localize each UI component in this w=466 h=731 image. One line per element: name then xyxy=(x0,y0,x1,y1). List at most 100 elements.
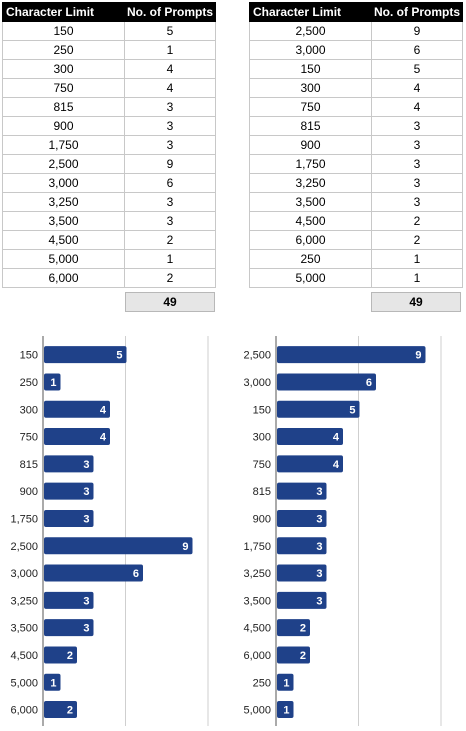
cell-no-of-prompts: 3 xyxy=(124,135,216,155)
category-tick-label: 6,000 xyxy=(10,705,38,717)
table-row: 1,750 3 xyxy=(249,154,463,174)
cell-character-limit: 3,000 xyxy=(249,40,372,60)
category-tick-label: 750 xyxy=(20,432,38,444)
cell-character-limit: 1,750 xyxy=(2,135,125,155)
bar xyxy=(277,400,360,418)
cell-character-limit: 4,500 xyxy=(2,230,125,250)
cell-no-of-prompts: 1 xyxy=(371,249,463,269)
cell-no-of-prompts: 3 xyxy=(371,116,463,136)
table-header-row: Character Limit No. of Prompts xyxy=(2,2,216,22)
bar xyxy=(277,428,343,446)
cell-no-of-prompts: 3 xyxy=(371,192,463,212)
cell-character-limit: 750 xyxy=(2,78,125,98)
cell-no-of-prompts: 1 xyxy=(124,249,216,269)
data-table-left: Character Limit No. of Prompts 150 5 250 1 3… xyxy=(2,2,216,288)
table-row: 300 4 xyxy=(2,59,216,79)
cell-no-of-prompts: 4 xyxy=(124,78,216,98)
bar xyxy=(277,673,294,691)
cell-character-limit: 3,500 xyxy=(249,192,372,212)
category-tick-label: 900 xyxy=(20,486,38,498)
table-row: 3,250 3 xyxy=(2,192,216,212)
bar-data-label: 6 xyxy=(133,568,139,580)
category-tick-label: 3,000 xyxy=(243,377,271,389)
data-table-right: Character Limit No. of Prompts 2,500 9 3,0… xyxy=(249,2,463,288)
cell-character-limit: 815 xyxy=(2,97,125,117)
bar xyxy=(44,619,94,637)
bar xyxy=(44,509,94,527)
bar-data-label: 3 xyxy=(316,486,322,498)
table-row: 150 5 xyxy=(249,59,463,79)
bar xyxy=(277,373,376,391)
cell-no-of-prompts: 2 xyxy=(371,211,463,231)
bar xyxy=(277,455,343,473)
bar xyxy=(277,564,327,582)
cell-character-limit: 2,500 xyxy=(249,21,372,41)
bar xyxy=(277,537,327,555)
category-tick-label: 815 xyxy=(20,459,38,471)
table-row: 6,000 2 xyxy=(249,230,463,250)
table-row: 3,000 6 xyxy=(249,40,463,60)
header-character-limit: Character Limit xyxy=(2,2,125,22)
cell-character-limit: 6,000 xyxy=(2,268,125,288)
category-tick-label: 5,000 xyxy=(243,705,271,717)
cell-character-limit: 3,250 xyxy=(2,192,125,212)
category-tick-label: 300 xyxy=(253,432,271,444)
bar xyxy=(44,564,143,582)
bar-data-label: 3 xyxy=(316,595,322,607)
table-row: 6,000 2 xyxy=(2,268,216,288)
cell-character-limit: 150 xyxy=(2,21,125,41)
category-tick-label: 2,500 xyxy=(10,541,38,553)
cell-character-limit: 815 xyxy=(249,116,372,136)
table-row: 900 3 xyxy=(2,116,216,136)
category-tick-label: 3,000 xyxy=(10,568,38,580)
bar xyxy=(44,701,77,719)
cell-no-of-prompts: 1 xyxy=(371,268,463,288)
table-row: 2,500 9 xyxy=(249,21,463,41)
bar-data-label: 2 xyxy=(67,705,73,717)
bar-data-label: 2 xyxy=(67,650,73,662)
bar-data-label: 1 xyxy=(50,377,56,389)
bar-data-label: 5 xyxy=(349,404,355,416)
cell-character-limit: 5,000 xyxy=(249,268,372,288)
total-cell-left: 49 xyxy=(125,292,215,312)
category-tick-label: 1,750 xyxy=(10,513,38,525)
category-tick-label: 150 xyxy=(253,404,271,416)
cell-no-of-prompts: 4 xyxy=(124,59,216,79)
bar xyxy=(277,591,327,609)
bar-data-label: 3 xyxy=(316,541,322,553)
bar xyxy=(44,537,193,555)
table-row: 900 3 xyxy=(249,135,463,155)
bar-data-label: 3 xyxy=(83,513,89,525)
cell-character-limit: 250 xyxy=(2,40,125,60)
category-tick-label: 250 xyxy=(20,377,38,389)
cell-no-of-prompts: 3 xyxy=(124,211,216,231)
bar xyxy=(277,346,426,364)
category-tick-label: 3,250 xyxy=(10,595,38,607)
table-row: 250 1 xyxy=(249,249,463,269)
bar xyxy=(44,673,61,691)
cell-character-limit: 3,250 xyxy=(249,173,372,193)
bar-data-label: 4 xyxy=(100,432,107,444)
bar-data-label: 3 xyxy=(83,623,89,635)
category-tick-label: 3,500 xyxy=(10,623,38,635)
cell-no-of-prompts: 6 xyxy=(371,40,463,60)
bar-data-label: 3 xyxy=(83,595,89,607)
table-row: 815 3 xyxy=(249,116,463,136)
category-tick-label: 3,250 xyxy=(243,568,271,580)
cell-character-limit: 150 xyxy=(249,59,372,79)
table-row: 750 4 xyxy=(249,97,463,117)
cell-character-limit: 300 xyxy=(249,78,372,98)
cell-no-of-prompts: 9 xyxy=(124,154,216,174)
table-row: 2,500 9 xyxy=(2,154,216,174)
bar-chart-right: 2,500 9 3,000 6 150 5 300 4 750 4 815 3 900 3 1,750 3 3,… xyxy=(243,336,442,726)
bar-data-label: 1 xyxy=(283,677,289,689)
cell-no-of-prompts: 5 xyxy=(124,21,216,41)
cell-no-of-prompts: 3 xyxy=(124,192,216,212)
cell-no-of-prompts: 2 xyxy=(124,230,216,250)
cell-no-of-prompts: 9 xyxy=(371,21,463,41)
cell-no-of-prompts: 5 xyxy=(371,59,463,79)
bar xyxy=(277,482,327,500)
table-row: 3,500 3 xyxy=(2,211,216,231)
bar xyxy=(44,646,77,664)
category-tick-label: 4,500 xyxy=(243,623,271,635)
